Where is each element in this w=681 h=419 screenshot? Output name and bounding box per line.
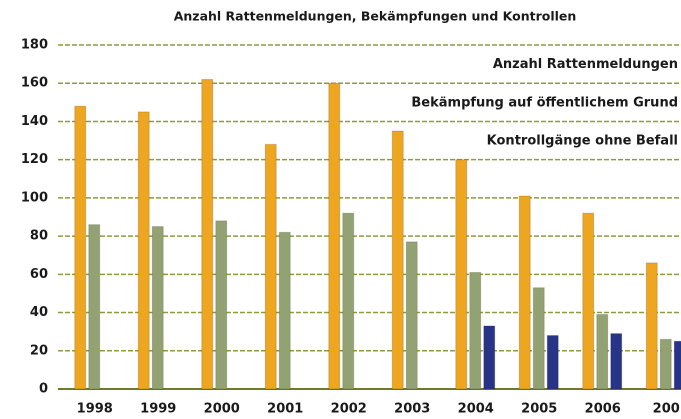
bar — [610, 333, 623, 390]
y-tick-label: 160 — [21, 76, 48, 91]
bar — [74, 105, 87, 390]
x-tick-label: 2006 — [585, 402, 621, 417]
bar — [469, 271, 482, 390]
bar — [645, 262, 658, 390]
bar — [518, 195, 531, 390]
legend-label: Kontrollgänge ohne Befall — [487, 134, 678, 149]
bar — [137, 111, 150, 390]
chart-title: Anzahl Rattenmeldungen, Bekämpfungen und… — [174, 9, 577, 24]
legend-label: Anzahl Rattenmeldungen — [493, 57, 678, 72]
y-tick-label: 180 — [21, 38, 48, 53]
bar — [215, 220, 228, 390]
x-tick-label: 2004 — [458, 402, 494, 417]
bar — [264, 143, 277, 390]
bar — [278, 231, 291, 390]
bar — [405, 241, 418, 390]
bar — [673, 340, 681, 390]
y-tick-label: 100 — [21, 190, 48, 205]
y-tick-label: 80 — [30, 229, 48, 244]
x-tick-label: 1998 — [77, 402, 113, 417]
x-tick-label: 2005 — [521, 402, 557, 417]
bar — [151, 226, 164, 390]
x-tick-label: 200 — [653, 402, 680, 417]
x-tick-label: 2001 — [267, 402, 303, 417]
x-tick-label: 2002 — [331, 402, 367, 417]
x-tick-label: 1999 — [140, 402, 176, 417]
bar — [659, 338, 672, 390]
y-tick-label: 40 — [30, 305, 48, 320]
y-tick-label: 140 — [21, 114, 48, 129]
y-tick-label: 0 — [39, 382, 48, 397]
bar — [328, 82, 341, 390]
bar — [596, 313, 609, 390]
bar — [342, 212, 355, 390]
bar — [455, 159, 468, 390]
bar — [88, 224, 101, 390]
bar — [391, 130, 404, 390]
x-tick-label: 2003 — [394, 402, 430, 417]
x-tick-label: 2000 — [204, 402, 240, 417]
bar — [582, 212, 595, 390]
y-tick-label: 120 — [21, 152, 48, 167]
y-tick-label: 20 — [30, 343, 48, 358]
legend-label: Bekämpfung auf öffentlichem Grund — [411, 95, 678, 110]
y-tick-label: 60 — [30, 267, 48, 282]
bar — [546, 334, 559, 390]
bar — [483, 325, 496, 390]
bar — [201, 78, 214, 390]
bar — [532, 287, 545, 390]
